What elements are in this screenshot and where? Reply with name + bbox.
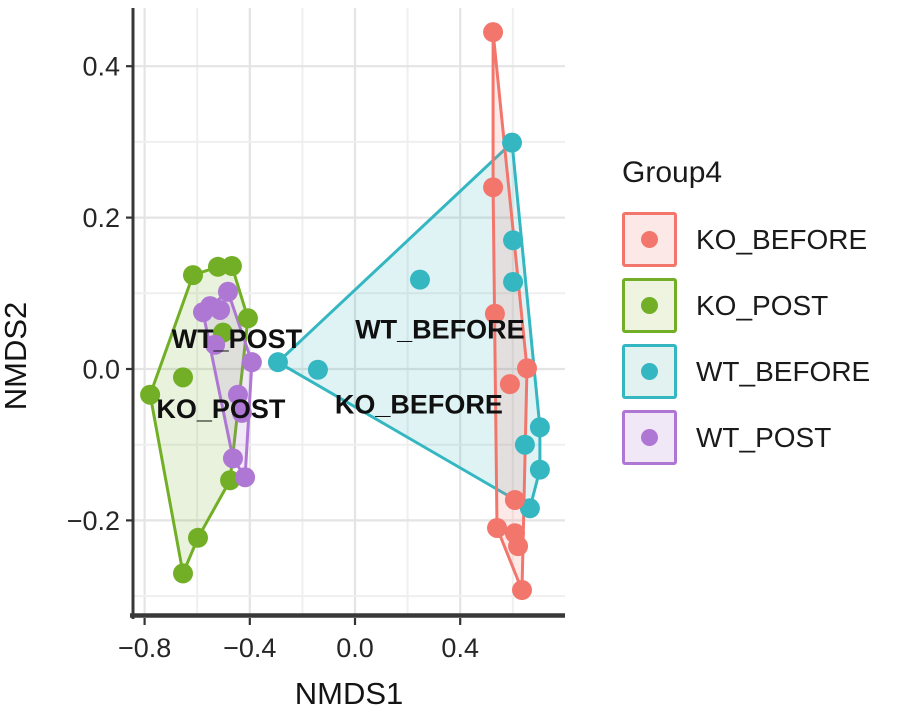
point-KO_BEFORE: [508, 536, 529, 557]
legend-item-label: KO_POST: [696, 289, 829, 321]
point-WT_POST: [235, 467, 256, 488]
point-KO_BEFORE: [487, 517, 508, 538]
y-tick-label: 0.0: [82, 355, 120, 385]
point-KO_POST: [172, 563, 193, 584]
group-label-KO_BEFORE: KO_BEFORE: [335, 389, 503, 419]
point-WT_BEFORE: [502, 132, 523, 153]
point-KO_POST: [221, 256, 242, 277]
point-WT_POST: [241, 352, 262, 373]
point-WT_POST: [227, 384, 248, 405]
legend-dot-icon: [641, 429, 658, 446]
x-tick-label: 0.4: [441, 633, 479, 663]
chart-layers: −0.8 −0.4 0.0 0.4 0.4 0.2 0.0 −0.2 KO_BEFORE KO_P…: [67, 8, 565, 663]
legend-key-swatch: [622, 410, 677, 465]
point-KO_BEFORE: [484, 303, 505, 324]
axes: −0.8 −0.4 0.0 0.4 0.4 0.2 0.0 −0.2: [67, 8, 565, 663]
point-KO_BEFORE: [512, 580, 533, 601]
group-label-WT_POST: WT_POST: [172, 324, 303, 354]
legend-item-label: WT_POST: [696, 421, 832, 453]
legend-dot-icon: [641, 297, 658, 314]
x-axis-title: NMDS1: [295, 676, 404, 711]
x-tick-label: −0.4: [223, 633, 276, 663]
point-WT_BEFORE: [307, 359, 328, 380]
y-tick-label: 0.4: [82, 52, 120, 82]
group-hulls: [148, 30, 542, 592]
legend-item-KO_BEFORE: KO_BEFORE: [622, 212, 870, 267]
legend-key-swatch: [622, 278, 677, 333]
point-WT_POST: [231, 402, 252, 423]
group-label-WT_BEFORE: WT_BEFORE: [355, 314, 525, 344]
point-KO_BEFORE: [504, 489, 525, 510]
point-KO_BEFORE: [499, 374, 520, 395]
legend-key-swatch: [622, 212, 677, 267]
point-WT_POST: [222, 448, 243, 469]
legend-items: KO_BEFORE KO_POST WT_BEFORE WT_POST: [622, 212, 870, 465]
point-WT_BEFORE: [529, 417, 550, 438]
legend-dot-icon: [641, 363, 658, 380]
point-KO_BEFORE: [483, 177, 504, 198]
point-KO_POST: [187, 527, 208, 548]
point-WT_BEFORE: [503, 230, 524, 251]
point-WT_POST: [192, 302, 213, 323]
point-KO_BEFORE: [517, 358, 538, 379]
point-KO_BEFORE: [483, 22, 504, 43]
x-tick-label: −0.8: [118, 633, 171, 663]
point-WT_BEFORE: [514, 434, 535, 455]
point-WT_BEFORE: [529, 459, 550, 480]
y-tick-label: 0.2: [82, 203, 120, 233]
point-WT_BEFORE: [267, 352, 288, 373]
y-axis-title: NMDS2: [0, 302, 33, 411]
group-labels: KO_BEFORE KO_POST WT_BEFORE WT_POST: [156, 314, 524, 423]
point-WT_BEFORE: [409, 269, 430, 290]
point-WT_POST: [217, 281, 238, 302]
legend-key-swatch: [622, 344, 677, 399]
point-KO_POST: [237, 308, 258, 329]
point-KO_POST: [182, 265, 203, 286]
point-WT_POST: [210, 299, 231, 320]
x-tick-label: 0.0: [336, 633, 374, 663]
legend: Group4 KO_BEFORE KO_POST WT_BEFORE WT_POST: [622, 156, 870, 476]
point-KO_POST: [140, 384, 161, 405]
point-KO_POST: [172, 367, 193, 388]
data-points: [140, 22, 550, 601]
legend-title: Group4: [622, 156, 723, 189]
point-KO_POST: [220, 470, 241, 491]
legend-item-WT_BEFORE: WT_BEFORE: [622, 344, 870, 399]
legend-item-label: WT_BEFORE: [696, 355, 871, 387]
legend-item-label: KO_BEFORE: [696, 223, 868, 255]
point-WT_BEFORE: [519, 498, 540, 519]
y-tick-label: −0.2: [67, 506, 120, 536]
point-WT_BEFORE: [503, 271, 524, 292]
group-label-KO_POST: KO_POST: [156, 394, 286, 424]
legend-dot-icon: [641, 231, 658, 248]
legend-item-WT_POST: WT_POST: [622, 410, 870, 465]
legend-item-KO_POST: KO_POST: [622, 278, 870, 333]
hull-WT_BEFORE: [276, 141, 542, 510]
point-WT_POST: [205, 334, 226, 355]
